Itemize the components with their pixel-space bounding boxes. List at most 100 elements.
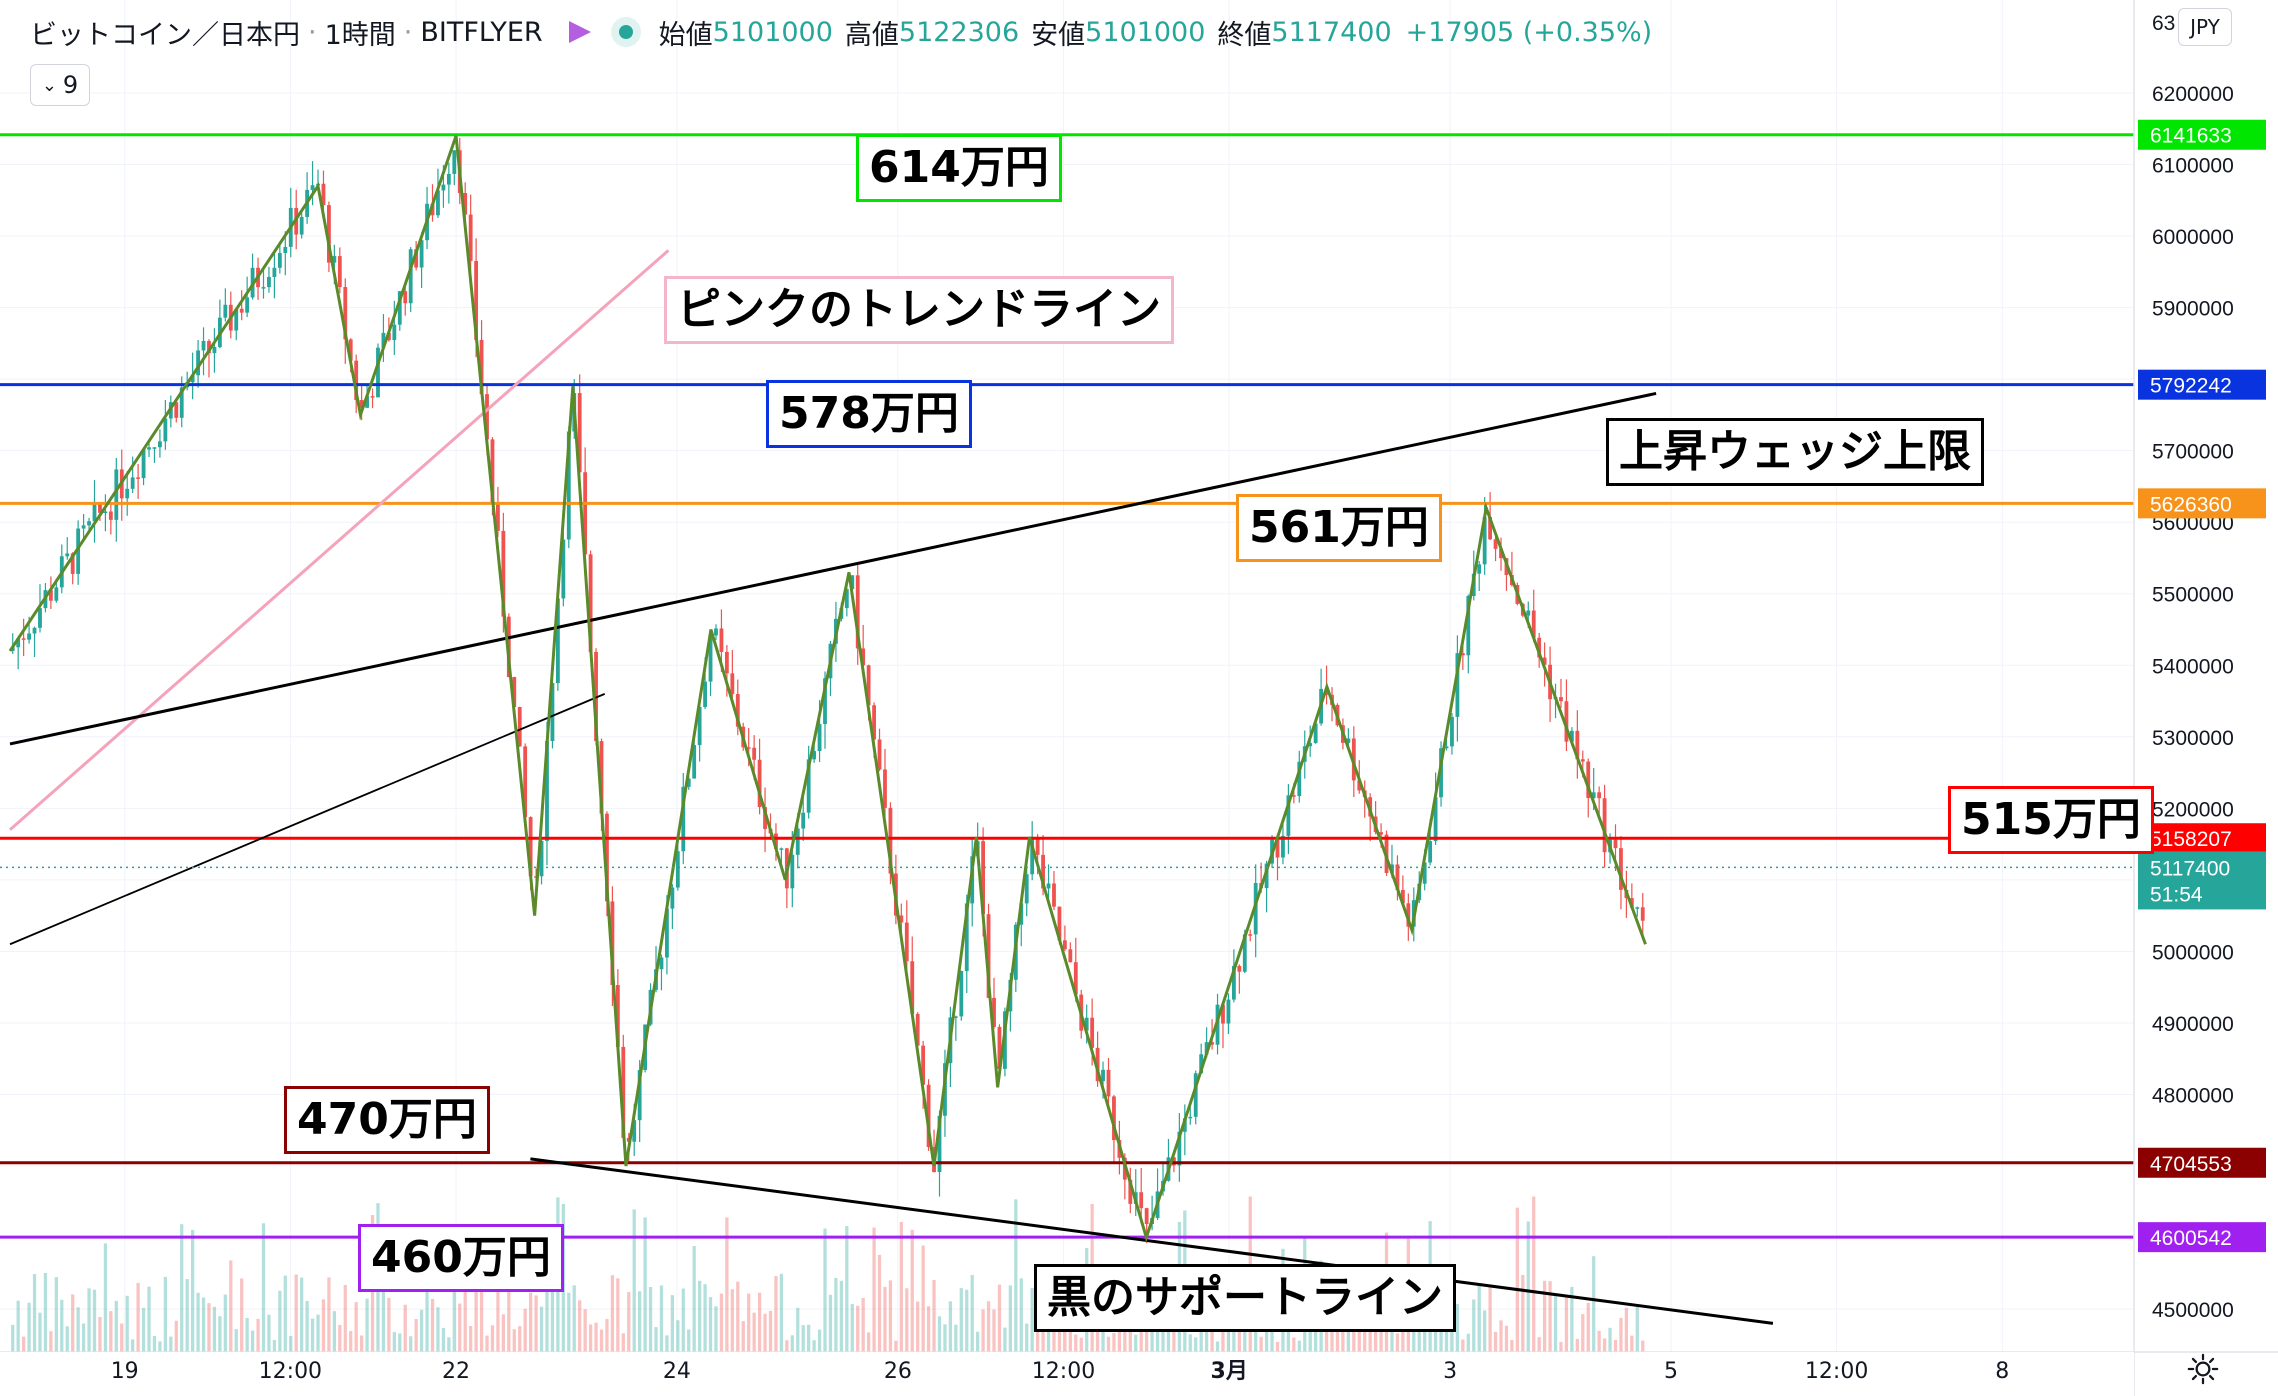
flag-icon[interactable] bbox=[568, 21, 591, 43]
volume-bar bbox=[605, 1319, 609, 1352]
x-tick-label: 19 bbox=[111, 1359, 139, 1384]
trendline-wedge-upper[interactable] bbox=[9, 391, 1657, 746]
candle-body bbox=[806, 759, 811, 813]
volume-bar bbox=[103, 1243, 108, 1352]
volume-bar bbox=[1570, 1286, 1574, 1352]
volume-bar bbox=[539, 1306, 544, 1352]
volume-bar bbox=[65, 1326, 69, 1352]
candle-body bbox=[746, 747, 751, 749]
candle-body bbox=[446, 173, 451, 185]
volume-bar bbox=[1608, 1327, 1612, 1352]
annotation-black-support[interactable]: 黒のサポートライン bbox=[1034, 1264, 1456, 1332]
annotation-wedge-upper[interactable]: 上昇ウェッジ上限 bbox=[1606, 418, 1984, 486]
candle-body bbox=[54, 587, 59, 601]
y-tick-label: 6200000 bbox=[2152, 83, 2234, 106]
annotation-561[interactable]: 561万円 bbox=[1236, 494, 1442, 562]
candle-body bbox=[1139, 1192, 1144, 1209]
volume-bar bbox=[1542, 1280, 1547, 1352]
symbol-title[interactable]: ビットコイン／日本円 bbox=[30, 19, 300, 51]
candle-body bbox=[81, 525, 86, 529]
x-tick-label: 3月 bbox=[1211, 1359, 1248, 1384]
candle-body bbox=[566, 431, 571, 540]
annotation-614[interactable]: 614万円 bbox=[856, 134, 1062, 202]
candle-body bbox=[1041, 854, 1045, 889]
candle-body bbox=[125, 488, 130, 499]
time-axis[interactable] bbox=[0, 1352, 2134, 1396]
volume-bar bbox=[1226, 1321, 1231, 1352]
volume-bar bbox=[583, 1309, 587, 1352]
volume-bar bbox=[300, 1277, 304, 1352]
x-tick-label: 26 bbox=[884, 1359, 912, 1384]
price-axis[interactable] bbox=[2134, 0, 2278, 1396]
candle-body bbox=[1084, 1017, 1089, 1031]
volume-bar bbox=[648, 1286, 653, 1352]
volume-bar bbox=[845, 1226, 849, 1352]
candle-body bbox=[708, 635, 713, 682]
zigzag-pattern-line[interactable] bbox=[8, 135, 1647, 1243]
currency-button[interactable]: JPY bbox=[2178, 8, 2232, 46]
candle-body bbox=[1379, 832, 1383, 835]
volume-bar bbox=[501, 1314, 506, 1352]
trendline-pink[interactable] bbox=[9, 249, 670, 831]
candle-body bbox=[517, 707, 522, 747]
annotation-515[interactable]: 515万円 bbox=[1948, 786, 2154, 854]
candle-body bbox=[561, 539, 566, 599]
interval-label[interactable]: 1時間 bbox=[324, 19, 396, 51]
trendline-black-support[interactable] bbox=[530, 1157, 1774, 1325]
volume-bar bbox=[1079, 1337, 1083, 1352]
candle-body bbox=[637, 1070, 642, 1121]
settings-gear-icon[interactable] bbox=[2186, 1352, 2220, 1386]
volume-bar bbox=[572, 1285, 576, 1352]
y-tick-label-partial: 63 bbox=[2152, 12, 2175, 35]
volume-bar bbox=[98, 1316, 102, 1352]
candle-body bbox=[65, 553, 70, 557]
volume-bar bbox=[1401, 1315, 1405, 1352]
candle-body bbox=[147, 447, 151, 450]
volume-bar bbox=[1515, 1207, 1520, 1352]
volume-bar bbox=[1521, 1274, 1525, 1352]
candle-body bbox=[1095, 1047, 1100, 1082]
indicator-toggle-button[interactable]: ⌄ 9 bbox=[30, 64, 90, 106]
candle-body bbox=[397, 291, 402, 325]
volume-bar bbox=[267, 1314, 271, 1352]
annotation-578[interactable]: 578万円 bbox=[766, 380, 972, 448]
volume-bar bbox=[141, 1307, 146, 1352]
volume-bar bbox=[190, 1229, 195, 1352]
volume-bar bbox=[719, 1293, 724, 1352]
trendline-wedge-lower[interactable] bbox=[9, 693, 606, 946]
volume-bar bbox=[659, 1285, 664, 1352]
volume-bar bbox=[1510, 1339, 1514, 1352]
candle-body bbox=[92, 503, 97, 522]
volume-bar bbox=[49, 1331, 53, 1352]
volume-bar bbox=[1624, 1307, 1629, 1352]
candle-body bbox=[130, 477, 135, 489]
volume-bar bbox=[970, 1274, 974, 1352]
volume-bar bbox=[1499, 1320, 1503, 1352]
candle-body bbox=[1580, 759, 1585, 762]
volume-bar bbox=[856, 1305, 860, 1352]
annotation-pink-trendline[interactable]: ピンクのトレンドライン bbox=[664, 276, 1174, 344]
volume-bar bbox=[365, 1298, 369, 1352]
candle-body bbox=[779, 848, 784, 850]
candle-body bbox=[414, 249, 419, 268]
candle-body bbox=[103, 511, 108, 513]
candle-body bbox=[1346, 738, 1351, 743]
annotation-460[interactable]: 460万円 bbox=[358, 1224, 564, 1292]
candle-body bbox=[501, 530, 506, 617]
volume-bar bbox=[1335, 1315, 1340, 1352]
candle-body bbox=[490, 439, 495, 503]
candle-body bbox=[272, 267, 277, 277]
volume-bar bbox=[1308, 1317, 1312, 1352]
volume-bar bbox=[976, 1331, 980, 1352]
annotation-470[interactable]: 470万円 bbox=[284, 1086, 490, 1154]
volume-bar bbox=[1586, 1302, 1590, 1352]
volume-bar bbox=[1275, 1341, 1280, 1352]
volume-bar bbox=[943, 1324, 947, 1352]
volume-bar bbox=[60, 1299, 64, 1352]
candle-body bbox=[354, 360, 359, 401]
volume-bar bbox=[926, 1306, 931, 1352]
candle-body bbox=[1395, 864, 1400, 890]
volume-bar bbox=[1292, 1337, 1296, 1352]
volume-bar bbox=[839, 1280, 844, 1352]
